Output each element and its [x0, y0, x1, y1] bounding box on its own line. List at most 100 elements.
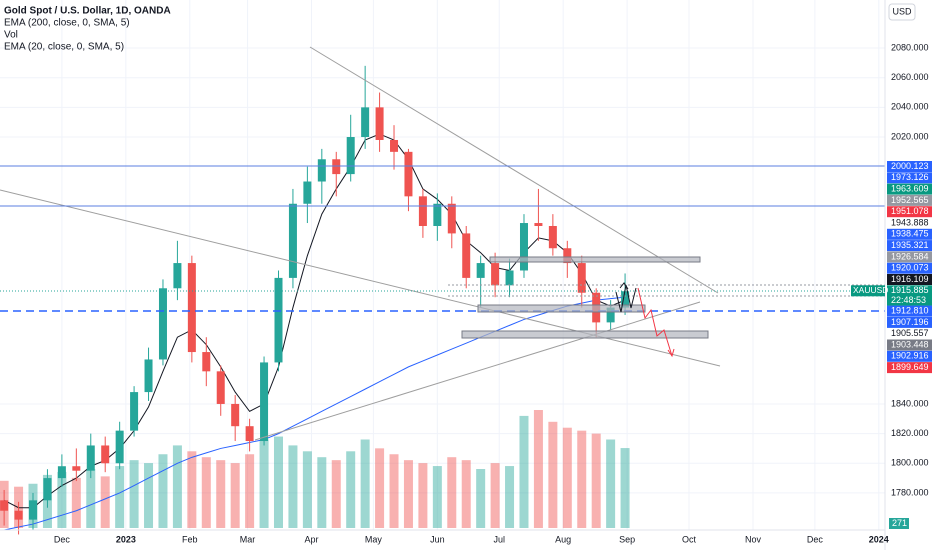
volume-bar	[476, 469, 486, 528]
candle-body	[476, 263, 485, 278]
volume-bar	[172, 445, 182, 528]
price-label: 1943.888	[891, 217, 929, 227]
chart-title: Gold Spot / U.S. Dollar, 1D, OANDA	[4, 6, 171, 17]
projection-arrow	[637, 287, 673, 357]
price-label-box	[887, 228, 932, 240]
volume-bar	[129, 460, 139, 528]
price-label-box	[887, 183, 932, 195]
price-label-box	[887, 240, 932, 252]
x-tick-label: May	[365, 534, 383, 544]
candle-body	[390, 139, 399, 152]
candle-body	[519, 223, 528, 271]
candle-body	[274, 277, 283, 363]
x-tick-label: Jul	[493, 534, 505, 544]
volume-bar	[490, 463, 500, 528]
price-label-box	[887, 350, 932, 362]
y-tick-label: 2040.000	[891, 102, 929, 112]
price-label: 1907.196	[891, 317, 929, 327]
symbol: XAUUSD	[853, 285, 888, 295]
y-tick-label: 1780.000	[891, 487, 929, 497]
candle-body	[72, 466, 81, 471]
zone-box	[477, 304, 646, 313]
volume-bar	[403, 460, 413, 528]
volume-bar	[230, 463, 240, 528]
candle-body	[14, 510, 23, 520]
x-tick-label: Jun	[430, 534, 445, 544]
price-label-box	[887, 273, 932, 285]
volume-bar	[302, 451, 312, 528]
candle-body	[202, 352, 211, 372]
price-label: 1899.649	[891, 362, 929, 372]
candle-body	[158, 288, 167, 360]
zone-box	[489, 256, 701, 263]
volume-bar	[115, 466, 125, 528]
price-label-box	[887, 285, 932, 297]
candle-body	[86, 445, 95, 471]
volume-bar	[57, 471, 67, 528]
x-tick-label: Nov	[745, 534, 762, 544]
candle-body	[130, 392, 139, 431]
candle-body	[361, 107, 370, 138]
trendline	[254, 301, 701, 441]
volume-bar	[201, 457, 211, 528]
volume-bar	[331, 460, 341, 528]
y-tick-label: 1800.000	[891, 458, 929, 468]
y-tick-label: 2080.000	[891, 42, 929, 52]
volume-bar	[533, 410, 543, 528]
y-tick-label: 1840.000	[891, 398, 929, 408]
candle-body	[57, 466, 66, 479]
x-tick-label: Mar	[240, 534, 256, 544]
trendline	[309, 46, 719, 294]
price-label-box	[887, 305, 932, 317]
price-label: 1903.448	[891, 339, 929, 349]
candle-body	[231, 403, 240, 427]
countdown-box	[887, 295, 932, 306]
volume-bar	[505, 466, 515, 528]
candle-body	[433, 203, 442, 226]
x-tick-label: Aug	[555, 534, 571, 544]
y-tick-label: 1820.000	[891, 428, 929, 438]
volume-bar	[317, 457, 327, 528]
currency-button[interactable]	[888, 3, 916, 21]
volume-bar	[273, 436, 283, 528]
indicator-label: EMA (200, close, 0, SMA, 5)	[4, 18, 130, 29]
volume-bar	[548, 421, 558, 528]
price-label-box	[887, 160, 932, 172]
candle-body	[491, 263, 500, 286]
candle-body	[115, 430, 124, 464]
candle-body	[606, 307, 615, 323]
ema-line	[4, 296, 626, 531]
candle-body	[43, 478, 52, 501]
x-tick-label: Oct	[682, 534, 697, 544]
currency[interactable]: USD	[892, 6, 912, 16]
volume-bar	[461, 460, 471, 528]
volume-bar	[519, 415, 529, 528]
countdown: 22:48:53	[891, 295, 926, 305]
price-label-box	[887, 339, 932, 351]
candle-body	[418, 196, 427, 226]
volume-bar	[245, 454, 255, 528]
volume-bar	[288, 445, 298, 528]
candle-body	[621, 291, 630, 308]
volume-bar	[389, 454, 399, 528]
price-label: 1963.609	[891, 183, 929, 193]
candle-body	[288, 203, 297, 278]
volume-label-box	[889, 518, 909, 529]
price-label: 1916.109	[891, 274, 929, 284]
price-label-box	[887, 362, 932, 374]
x-tick-label: Dec	[54, 534, 71, 544]
candle-body	[375, 107, 384, 140]
candle-body	[577, 263, 586, 293]
candle-body	[505, 270, 514, 286]
candle-body	[332, 159, 341, 175]
volume-bar	[158, 454, 168, 528]
projection-path	[619, 282, 629, 290]
candle-body	[548, 225, 557, 249]
volume-bar	[346, 451, 356, 528]
price-label-box	[887, 328, 932, 340]
x-tick-label: Feb	[182, 534, 198, 544]
price-label-box	[887, 262, 932, 274]
x-tick-label: Sep	[619, 534, 635, 544]
price-label: 1926.584	[891, 251, 929, 261]
zone-box	[461, 330, 709, 339]
